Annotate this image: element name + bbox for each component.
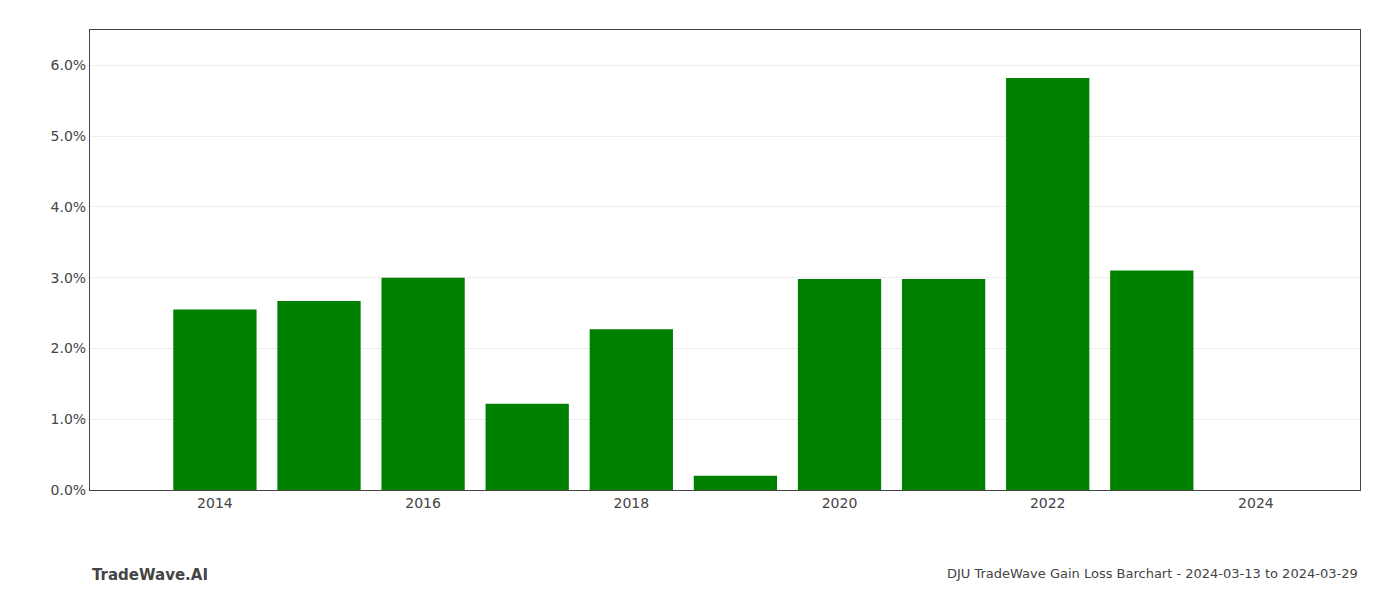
svg-text:2020: 2020 bbox=[822, 495, 858, 511]
svg-text:2024: 2024 bbox=[1238, 495, 1274, 511]
svg-text:3.0%: 3.0% bbox=[51, 270, 87, 286]
svg-text:6.0%: 6.0% bbox=[51, 57, 87, 73]
svg-text:0.0%: 0.0% bbox=[51, 482, 87, 498]
svg-text:2018: 2018 bbox=[613, 495, 649, 511]
svg-text:5.0%: 5.0% bbox=[51, 128, 87, 144]
svg-text:2.0%: 2.0% bbox=[51, 340, 87, 356]
svg-text:1.0%: 1.0% bbox=[51, 411, 87, 427]
svg-text:4.0%: 4.0% bbox=[51, 199, 87, 215]
svg-text:2016: 2016 bbox=[405, 495, 441, 511]
svg-text:DJU TradeWave Gain Loss Barcha: DJU TradeWave Gain Loss Barchart - 2024-… bbox=[947, 566, 1358, 581]
svg-text:2022: 2022 bbox=[1030, 495, 1066, 511]
svg-text:2014: 2014 bbox=[197, 495, 233, 511]
svg-text:TradeWave.AI: TradeWave.AI bbox=[92, 566, 208, 584]
